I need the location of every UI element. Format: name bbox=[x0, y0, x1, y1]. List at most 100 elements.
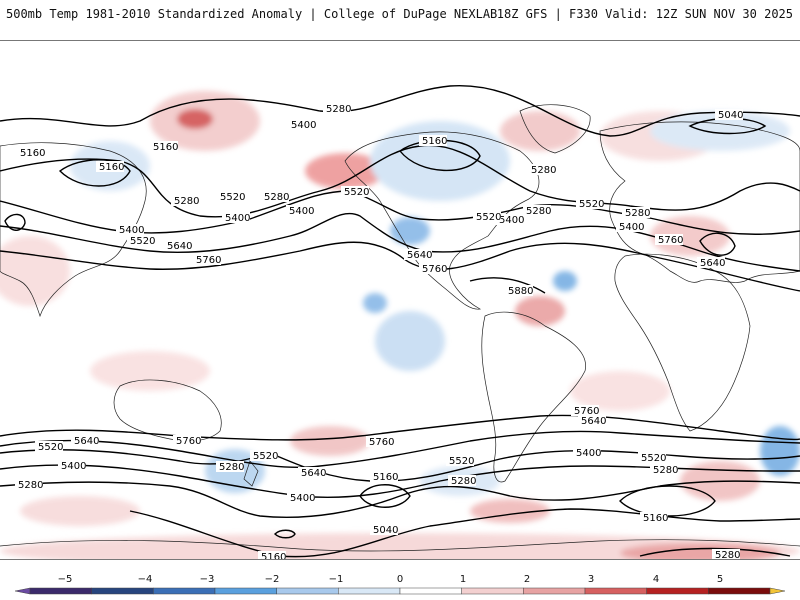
africa-outline bbox=[614, 253, 751, 432]
australia-outline bbox=[113, 379, 222, 442]
contour-label: 5400 bbox=[222, 212, 250, 224]
colorbar-cell bbox=[708, 587, 771, 595]
svg-text:5040: 5040 bbox=[373, 525, 398, 536]
svg-text:5280: 5280 bbox=[526, 206, 551, 217]
anomaly-shading bbox=[0, 91, 800, 559]
anomaly-map: 5280 5400 5160 5160 5280 5520 5280 5400 … bbox=[0, 40, 800, 560]
contour-label: 5400 bbox=[287, 492, 315, 504]
contour-label: 5160 bbox=[258, 551, 286, 560]
contour-label: 5760 bbox=[173, 435, 201, 447]
svg-text:5160: 5160 bbox=[99, 162, 124, 173]
colorbar-cell bbox=[91, 587, 154, 595]
contour-label: 5400 bbox=[286, 205, 314, 217]
contour-label: 5400 bbox=[496, 214, 524, 226]
contour-5400-south bbox=[0, 464, 800, 499]
cold-anomaly-rockies bbox=[390, 217, 430, 245]
svg-text:5640: 5640 bbox=[167, 241, 192, 252]
svg-text:5640: 5640 bbox=[301, 468, 326, 479]
svg-text:5760: 5760 bbox=[196, 255, 221, 266]
contour-label: 5280 bbox=[448, 475, 476, 487]
svg-text:5880: 5880 bbox=[508, 286, 533, 297]
svg-text:5400: 5400 bbox=[119, 225, 144, 236]
colorbar-tick-label: −4 bbox=[137, 574, 153, 585]
colorbar-cell bbox=[338, 587, 401, 595]
contour-5280-north bbox=[0, 85, 800, 137]
svg-text:5520: 5520 bbox=[130, 236, 155, 247]
contour-label: 5520 bbox=[446, 455, 474, 467]
contour-label: 5760 bbox=[571, 405, 599, 417]
svg-text:5760: 5760 bbox=[176, 436, 201, 447]
svg-text:5400: 5400 bbox=[290, 493, 315, 504]
svg-text:5040: 5040 bbox=[718, 110, 743, 121]
south-america-outline bbox=[481, 311, 586, 483]
map-title: 500mb Temp 1981-2010 Standardized Anomal… bbox=[6, 7, 498, 21]
contour-label: 5520 bbox=[638, 452, 666, 464]
svg-text:5520: 5520 bbox=[253, 451, 278, 462]
contour-label: 5640 bbox=[164, 240, 192, 252]
svg-text:5160: 5160 bbox=[261, 552, 286, 560]
colorbar-cell bbox=[523, 587, 586, 595]
warm-anomaly-siberia-core bbox=[177, 109, 213, 129]
cold-anomaly-south-indian bbox=[760, 426, 800, 476]
warm-anomaly-caribbean bbox=[515, 296, 565, 326]
contour-label: 5760 bbox=[655, 234, 683, 246]
warm-anomaly-antarctic bbox=[0, 533, 800, 559]
contour-loop-5160-pacific bbox=[359, 484, 411, 508]
svg-text:5280: 5280 bbox=[326, 104, 351, 115]
colorbar-tick-label: −1 bbox=[328, 574, 344, 585]
contour-5400-north bbox=[0, 144, 800, 218]
svg-text:5160: 5160 bbox=[20, 148, 45, 159]
contour-loop-small bbox=[274, 529, 296, 539]
contour-5880-north bbox=[469, 277, 546, 294]
contour-loop-5040-arctic bbox=[688, 117, 767, 135]
contour-label: 5520 bbox=[217, 191, 245, 203]
svg-text:5280: 5280 bbox=[715, 550, 740, 560]
greenland-outline bbox=[519, 104, 591, 154]
contour-5160-south bbox=[129, 508, 800, 558]
svg-text:5640: 5640 bbox=[74, 436, 99, 447]
cold-anomaly-pacific-core bbox=[363, 293, 387, 313]
colorbar-cell bbox=[276, 587, 339, 595]
contour-label: 5160 bbox=[17, 147, 45, 159]
colorbar-tick-label: 2 bbox=[523, 574, 531, 585]
contour-label-layer: 5280 5400 5160 5160 5280 5520 5280 5400 … bbox=[15, 103, 743, 560]
colorbar: −5 −4 −3 −2 −1 0 1 2 3 4 5 bbox=[0, 566, 800, 600]
svg-text:5520: 5520 bbox=[579, 199, 604, 210]
contour-label: 5160 bbox=[150, 141, 178, 153]
contour-label: 5400 bbox=[288, 119, 316, 131]
svg-text:5400: 5400 bbox=[291, 120, 316, 131]
contour-loop-5160-east-asia bbox=[58, 159, 131, 187]
contour-label: 5760 bbox=[419, 263, 447, 275]
colorbar-tick-label: 3 bbox=[587, 574, 595, 585]
contour-label: 5880 bbox=[505, 285, 533, 297]
cold-anomaly-east-pacific bbox=[375, 311, 445, 371]
contour-5760-south bbox=[0, 414, 800, 441]
colorbar-tick-label: −3 bbox=[199, 574, 215, 585]
contour-label: 5160 bbox=[419, 135, 447, 147]
contour-label: 5280 bbox=[216, 461, 244, 473]
contour-label: 5520 bbox=[127, 235, 155, 247]
svg-text:5400: 5400 bbox=[576, 448, 601, 459]
svg-text:5160: 5160 bbox=[373, 472, 398, 483]
contour-label: 5280 bbox=[261, 191, 289, 203]
svg-text:5520: 5520 bbox=[38, 442, 63, 453]
colorbar-cell bbox=[646, 587, 709, 595]
warm-anomaly-southwest bbox=[20, 496, 140, 526]
colorbar-tick-label: 5 bbox=[716, 574, 724, 585]
svg-text:5520: 5520 bbox=[641, 453, 666, 464]
contour-label: 5640 bbox=[578, 415, 606, 427]
svg-text:5280: 5280 bbox=[18, 480, 43, 491]
svg-text:5640: 5640 bbox=[700, 258, 725, 269]
contour-label: 5160 bbox=[640, 512, 668, 524]
colorbar-tick-label: −5 bbox=[57, 574, 73, 585]
contour-5760-north bbox=[0, 241, 800, 292]
svg-text:5280: 5280 bbox=[451, 476, 476, 487]
contour-label: 5280 bbox=[712, 549, 740, 560]
new-zealand-outline bbox=[243, 460, 259, 487]
svg-text:5280: 5280 bbox=[653, 465, 678, 476]
svg-text:5640: 5640 bbox=[407, 250, 432, 261]
contour-label: 5520 bbox=[473, 211, 501, 223]
svg-text:5400: 5400 bbox=[289, 206, 314, 217]
svg-text:5280: 5280 bbox=[219, 462, 244, 473]
